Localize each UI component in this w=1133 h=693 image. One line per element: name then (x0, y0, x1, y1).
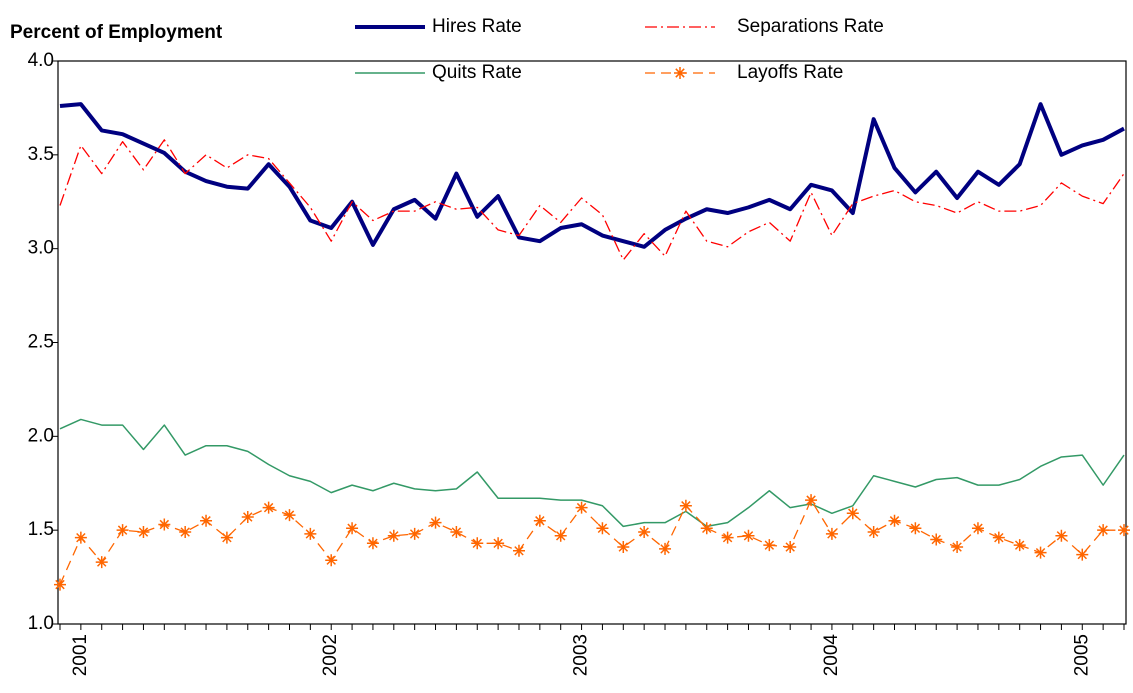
series-marker (200, 514, 213, 527)
legend-marker (674, 67, 686, 79)
y-tick-label: 3.5 (28, 144, 54, 165)
series-marker (742, 529, 755, 542)
series-marker (679, 499, 692, 512)
y-tick-label: 3.0 (28, 238, 54, 259)
series-marker (304, 527, 317, 540)
series-marker (971, 522, 984, 535)
series-marker (220, 531, 233, 544)
series-marker (450, 526, 463, 539)
x-tick-label: 2001 (70, 634, 91, 676)
series-marker (533, 514, 546, 527)
series-marker (805, 494, 818, 507)
x-tick-label: 2003 (571, 634, 592, 676)
series-marker (992, 531, 1005, 544)
legend-label: Separations Rate (737, 16, 884, 37)
series-marker (429, 516, 442, 529)
y-tick-label: 4.0 (28, 50, 54, 71)
y-tick-label: 2.5 (28, 332, 54, 353)
series-marker (846, 507, 859, 520)
x-tick-label: 2004 (821, 634, 842, 677)
series-marker (366, 537, 379, 550)
series-line (59, 418, 1125, 528)
series-marker (554, 529, 567, 542)
series-marker (638, 526, 651, 539)
legend-label: Hires Rate (432, 16, 522, 37)
x-tick-label: 2005 (1071, 634, 1092, 676)
series-marker (1118, 524, 1130, 537)
series-marker (137, 526, 150, 539)
series-marker (763, 539, 776, 552)
series-marker (512, 544, 525, 557)
series-marker (575, 501, 588, 514)
series-marker (492, 537, 505, 550)
series-marker (179, 526, 192, 539)
legend-item: Hires Rate (355, 16, 522, 37)
series-marker (784, 541, 797, 554)
series-marker (1097, 524, 1110, 537)
series-marker (283, 509, 296, 522)
series-marker (1055, 529, 1068, 542)
legend-item: Quits Rate (355, 62, 522, 83)
series-line (59, 139, 1125, 261)
series-marker (596, 522, 609, 535)
series-marker (408, 527, 421, 540)
series-marker (74, 531, 87, 544)
series-marker (241, 511, 254, 524)
series-line (59, 102, 1125, 249)
series-marker (346, 522, 359, 535)
series-marker (1076, 548, 1089, 561)
series-marker (1013, 539, 1026, 552)
series-marker (54, 578, 66, 591)
y-tick-label: 1.5 (28, 519, 54, 540)
series-marker (951, 541, 964, 554)
series-marker (158, 518, 171, 531)
series-marker (1034, 546, 1047, 559)
legend-label: Layoffs Rate (737, 62, 843, 83)
series-marker (471, 537, 484, 550)
series-line (59, 499, 1124, 585)
series-marker (909, 522, 922, 535)
series-marker (95, 556, 108, 569)
x-tick-label: 2002 (320, 634, 341, 676)
series-marker (116, 524, 129, 537)
series-marker (617, 541, 630, 554)
legend-item: Separations Rate (645, 16, 884, 37)
legend-item: Layoffs Rate (645, 62, 843, 83)
series-marker (721, 531, 734, 544)
series-marker (262, 501, 275, 514)
series-marker (659, 542, 672, 555)
series-marker (867, 526, 880, 539)
series-marker (888, 514, 901, 527)
series-marker (325, 554, 338, 567)
series-marker (700, 522, 713, 535)
series-marker (930, 533, 943, 546)
y-tick-label: 1.0 (28, 613, 54, 634)
series-marker (387, 529, 400, 542)
y-tick-label: 2.0 (28, 425, 54, 446)
legend-label: Quits Rate (432, 62, 522, 83)
series-marker (825, 527, 838, 540)
y-axis-title: Percent of Employment (10, 22, 223, 43)
